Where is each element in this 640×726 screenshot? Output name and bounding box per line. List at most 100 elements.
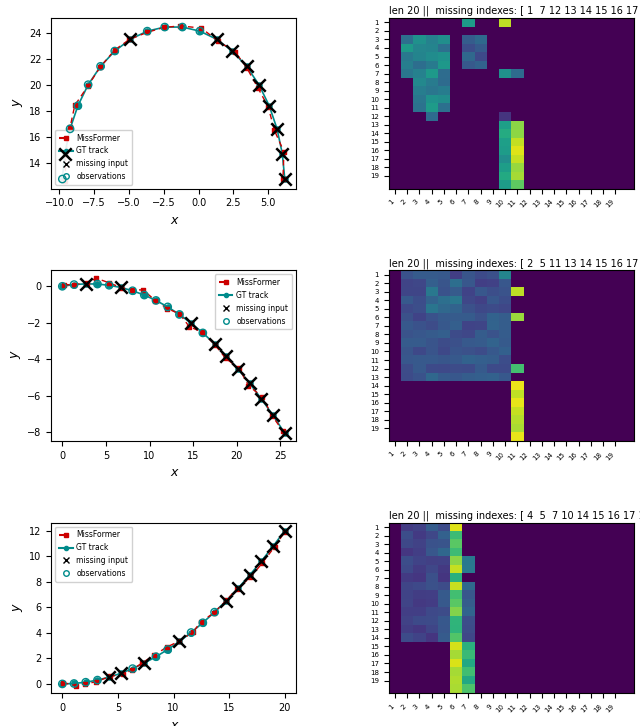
Point — [91, 676, 101, 688]
Point — [174, 636, 184, 648]
Point — [159, 22, 169, 33]
Point — [124, 33, 134, 45]
Point — [257, 558, 268, 569]
Point — [142, 27, 152, 38]
Point — [163, 301, 173, 313]
Point — [70, 99, 80, 111]
Point — [280, 174, 290, 185]
Point — [280, 428, 290, 439]
Point — [81, 278, 91, 290]
Point — [279, 146, 289, 158]
Point — [272, 123, 282, 135]
Point — [280, 428, 290, 439]
Point — [139, 657, 149, 669]
Point — [198, 617, 208, 629]
Point — [268, 540, 278, 552]
Point — [264, 100, 275, 112]
Point — [233, 582, 243, 594]
Point — [253, 83, 264, 94]
Point — [69, 279, 79, 290]
Point — [60, 175, 70, 187]
Point — [209, 338, 220, 350]
Y-axis label: y: y — [10, 99, 24, 107]
Legend: MissFormer, GT track, missing input, observations: MissFormer, GT track, missing input, obs… — [55, 130, 132, 185]
Point — [272, 123, 282, 135]
Point — [57, 678, 67, 690]
Point — [104, 280, 115, 291]
Point — [69, 677, 79, 689]
Point — [277, 147, 287, 159]
Point — [174, 309, 184, 320]
Point — [116, 667, 126, 679]
Point — [81, 278, 91, 290]
Point — [83, 81, 93, 92]
Point — [60, 148, 70, 160]
Point — [221, 350, 232, 362]
Point — [269, 125, 280, 136]
Point — [163, 644, 173, 656]
Point — [269, 541, 280, 552]
Point — [233, 582, 243, 594]
Point — [198, 327, 208, 339]
Point — [142, 25, 152, 37]
Point — [127, 663, 138, 674]
Point — [227, 45, 237, 57]
Point — [104, 280, 115, 291]
Point — [221, 595, 232, 606]
Point — [195, 25, 205, 37]
Point — [116, 282, 126, 293]
Point — [137, 657, 147, 669]
Point — [104, 672, 115, 683]
Point — [57, 280, 67, 292]
Point — [245, 571, 255, 583]
Point — [69, 677, 79, 689]
Point — [278, 425, 288, 437]
Point — [60, 147, 70, 159]
Point — [268, 409, 278, 421]
Point — [69, 279, 79, 290]
Point — [162, 303, 172, 314]
Point — [244, 569, 255, 581]
Point — [263, 102, 273, 113]
Point — [230, 46, 240, 58]
Point — [95, 60, 106, 72]
Point — [241, 60, 252, 72]
Point — [268, 540, 278, 552]
Point — [81, 677, 91, 688]
Point — [234, 362, 244, 374]
Point — [142, 25, 152, 37]
Point — [277, 147, 287, 159]
Point — [104, 672, 115, 683]
Point — [267, 410, 277, 422]
Point — [105, 670, 115, 682]
Point — [118, 669, 128, 680]
Point — [186, 317, 196, 329]
Point — [73, 100, 83, 112]
Point — [184, 321, 195, 333]
Point — [280, 525, 290, 537]
Point — [109, 44, 120, 56]
Point — [188, 627, 198, 638]
Point — [233, 363, 243, 375]
Point — [81, 277, 92, 288]
Point — [264, 100, 275, 112]
Point — [125, 33, 136, 45]
Point — [92, 278, 102, 290]
Point — [195, 616, 205, 628]
Point — [151, 295, 161, 306]
Point — [198, 327, 208, 339]
Point — [186, 317, 196, 329]
Point — [241, 60, 252, 72]
Point — [57, 280, 67, 292]
Point — [278, 174, 288, 185]
Legend: MissFormer, GT track, missing input, observations: MissFormer, GT track, missing input, obs… — [55, 526, 132, 582]
Point — [109, 45, 120, 57]
Point — [163, 301, 173, 313]
Point — [116, 282, 126, 293]
Point — [256, 393, 266, 404]
Point — [139, 657, 149, 669]
Point — [209, 606, 220, 618]
Point — [116, 282, 127, 293]
Point — [127, 285, 138, 296]
Point — [256, 393, 266, 404]
